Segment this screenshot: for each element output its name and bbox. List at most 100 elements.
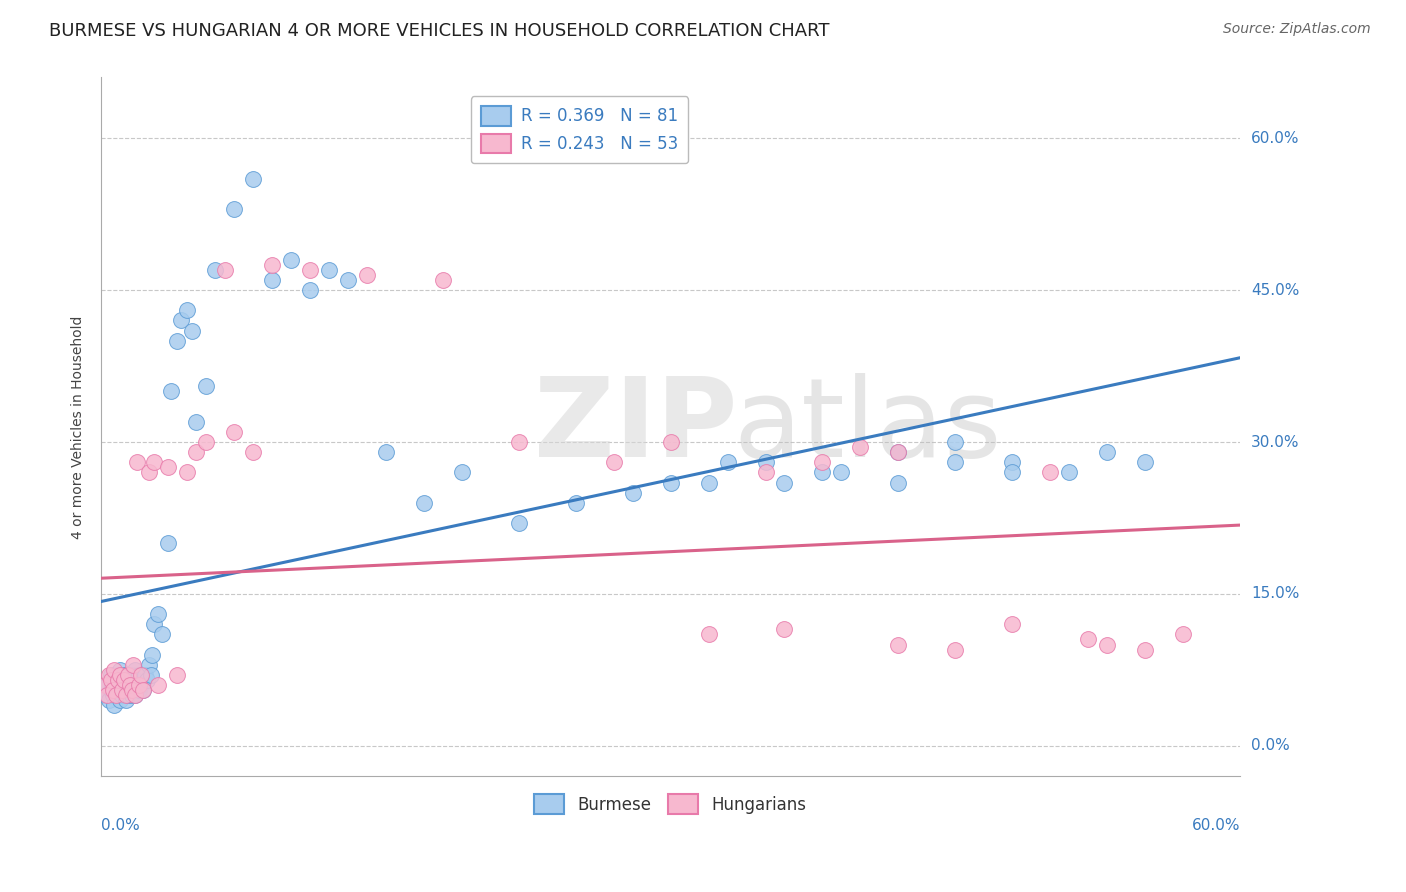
Point xyxy=(1095,638,1118,652)
Point xyxy=(508,435,530,450)
Text: 30.0%: 30.0% xyxy=(1251,434,1299,450)
Point xyxy=(170,313,193,327)
Point xyxy=(1133,642,1156,657)
Point xyxy=(132,683,155,698)
Point xyxy=(318,263,340,277)
Point xyxy=(849,440,872,454)
Point xyxy=(118,678,141,692)
Point xyxy=(773,623,796,637)
Point xyxy=(943,455,966,469)
Text: ZIP: ZIP xyxy=(534,374,737,480)
Point xyxy=(105,688,128,702)
Point xyxy=(94,678,117,692)
Text: Source: ZipAtlas.com: Source: ZipAtlas.com xyxy=(1223,22,1371,37)
Point xyxy=(108,663,131,677)
Point xyxy=(156,460,179,475)
Point xyxy=(105,683,128,698)
Text: 45.0%: 45.0% xyxy=(1251,283,1299,298)
Point xyxy=(1057,466,1080,480)
Point xyxy=(128,678,150,692)
Point xyxy=(298,283,321,297)
Point xyxy=(127,455,149,469)
Point xyxy=(103,698,125,713)
Point xyxy=(122,657,145,672)
Point xyxy=(107,678,129,692)
Point xyxy=(128,683,150,698)
Point xyxy=(108,693,131,707)
Point xyxy=(100,668,122,682)
Point xyxy=(118,678,141,692)
Point xyxy=(1039,466,1062,480)
Point xyxy=(754,455,776,469)
Point xyxy=(356,268,378,282)
Point xyxy=(121,688,143,702)
Point xyxy=(97,693,120,707)
Point xyxy=(697,475,720,490)
Point xyxy=(108,668,131,682)
Point xyxy=(111,688,134,702)
Point xyxy=(111,678,134,692)
Point xyxy=(122,678,145,692)
Point xyxy=(166,334,188,348)
Point xyxy=(94,688,117,702)
Point xyxy=(260,258,283,272)
Point xyxy=(101,678,124,692)
Point xyxy=(117,668,139,682)
Point xyxy=(118,683,141,698)
Point xyxy=(112,668,135,682)
Point xyxy=(564,496,586,510)
Point xyxy=(127,678,149,692)
Text: atlas: atlas xyxy=(734,374,1001,480)
Point xyxy=(97,668,120,682)
Point xyxy=(659,475,682,490)
Point xyxy=(103,663,125,677)
Point xyxy=(1001,466,1024,480)
Point xyxy=(214,263,236,277)
Point xyxy=(1001,455,1024,469)
Point xyxy=(115,688,138,702)
Point xyxy=(101,688,124,702)
Point xyxy=(184,445,207,459)
Point xyxy=(103,673,125,687)
Point xyxy=(1077,632,1099,647)
Point xyxy=(194,379,217,393)
Text: 0.0%: 0.0% xyxy=(1251,739,1289,754)
Point xyxy=(96,688,118,702)
Point xyxy=(100,683,122,698)
Point xyxy=(184,415,207,429)
Point xyxy=(115,673,138,687)
Point xyxy=(129,678,152,692)
Legend: Burmese, Hungarians: Burmese, Hungarians xyxy=(527,788,814,821)
Point xyxy=(754,466,776,480)
Point xyxy=(107,673,129,687)
Point xyxy=(96,678,118,692)
Point xyxy=(943,435,966,450)
Point xyxy=(943,642,966,657)
Point xyxy=(132,683,155,698)
Point xyxy=(105,668,128,682)
Point xyxy=(811,455,834,469)
Point xyxy=(160,384,183,399)
Point xyxy=(242,445,264,459)
Point xyxy=(128,668,150,682)
Point xyxy=(602,455,624,469)
Point xyxy=(1001,617,1024,632)
Point xyxy=(621,485,644,500)
Point xyxy=(156,536,179,550)
Point xyxy=(242,171,264,186)
Point xyxy=(280,252,302,267)
Point xyxy=(107,688,129,702)
Point xyxy=(146,678,169,692)
Point xyxy=(508,516,530,530)
Point xyxy=(374,445,396,459)
Point xyxy=(166,668,188,682)
Point xyxy=(112,683,135,698)
Point xyxy=(830,466,852,480)
Text: 15.0%: 15.0% xyxy=(1251,586,1299,601)
Point xyxy=(176,303,198,318)
Point xyxy=(141,648,163,662)
Point xyxy=(260,273,283,287)
Point xyxy=(204,263,226,277)
Point xyxy=(298,263,321,277)
Point xyxy=(1171,627,1194,641)
